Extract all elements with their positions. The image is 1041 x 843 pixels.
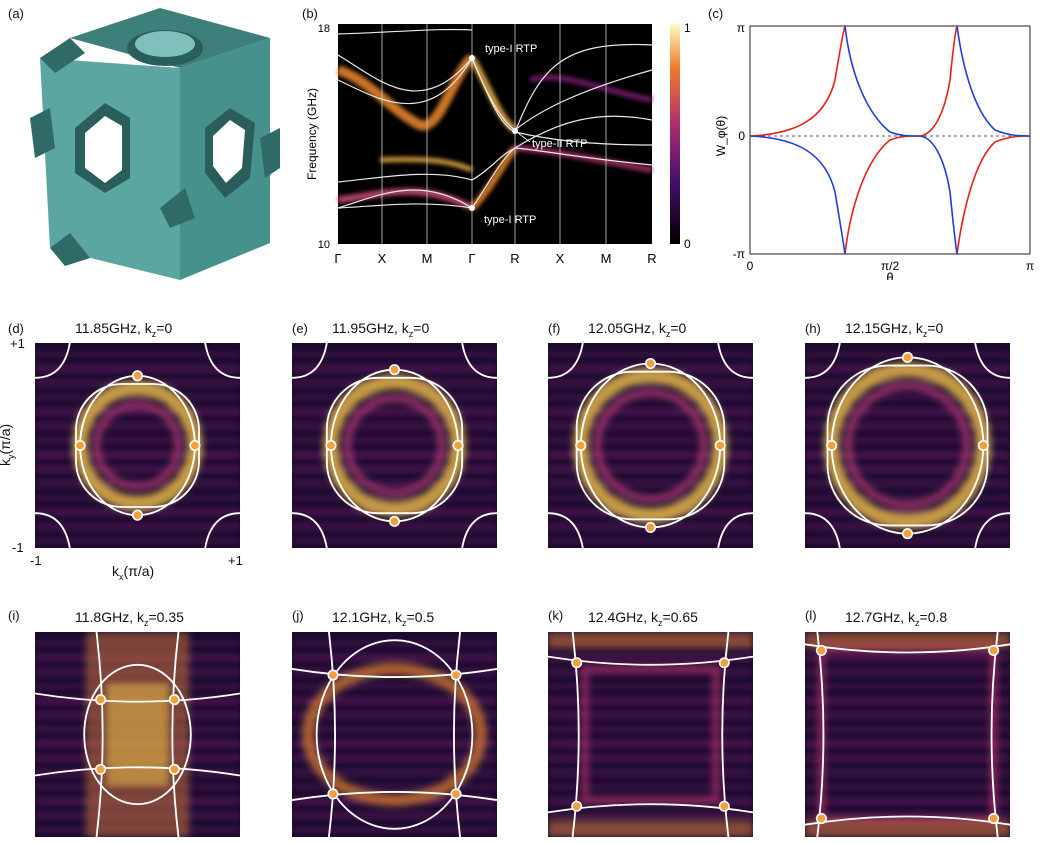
- map-title: 11.95GHz, kz=0: [332, 320, 430, 339]
- map-axis-minus-left: -1: [12, 540, 24, 555]
- panel-b-label: (b): [302, 6, 318, 21]
- annotation-type1-bottom: type-I RTP: [484, 214, 536, 226]
- map-panel-label: (e): [292, 321, 308, 336]
- panel-a-label: (a): [8, 6, 24, 21]
- kx-axis-label: kx(π/a): [112, 563, 155, 582]
- map-panel-label: (k): [548, 608, 564, 623]
- map-axis-plus-right: +1: [228, 553, 243, 568]
- fermi-map: [805, 632, 1010, 837]
- band-structure-plot: type-I RTP type-II RTP type-I RTP 18 10 …: [305, 21, 691, 266]
- map-title: 11.8GHz, kz=0.35: [75, 609, 184, 628]
- wilson-loop-plot: π 0 -π 0 π/2 π θ W_φ(θ): [714, 21, 1034, 280]
- k-tick-6: M: [601, 251, 612, 266]
- map-axis-plus-top: +1: [10, 336, 25, 351]
- map-title: 12.05GHz, kz=0: [588, 320, 687, 339]
- fermi-map: [548, 632, 753, 837]
- fermi-map: [292, 632, 497, 837]
- ky-axis-label: ky(π/a): [0, 423, 16, 466]
- map-panel-label: (d): [8, 321, 24, 336]
- fermi-map: [805, 343, 1010, 548]
- map-title: 12.7GHz, kz=0.8: [845, 609, 948, 628]
- k-tick-3: Γ: [468, 251, 475, 266]
- colorbar-min: 0: [684, 237, 691, 251]
- theta-tick-pi: π: [1026, 259, 1034, 273]
- theta-tick-half: π/2: [881, 259, 900, 273]
- y-min-tick: 10: [318, 239, 330, 251]
- annotation-type1-top: type-I RTP: [485, 43, 537, 55]
- theta-tick-0: 0: [747, 259, 754, 273]
- theta-xlabel: θ: [886, 270, 893, 280]
- map-panel-label: (h): [805, 321, 821, 336]
- k-tick-5: X: [556, 251, 565, 266]
- k-tick-4: R: [510, 251, 519, 266]
- colorbar-max: 1: [684, 21, 691, 35]
- fermi-map: [35, 343, 240, 548]
- lattice-structure-illustration: [30, 8, 280, 280]
- map-panel-label: (j): [292, 608, 304, 623]
- colorbar: [670, 24, 680, 244]
- map-title: 11.85GHz, kz=0: [75, 320, 173, 339]
- map-title: 12.4GHz, kz=0.65: [588, 609, 698, 628]
- k-tick-2: M: [422, 251, 433, 266]
- band-ylabel: Frequency (GHz): [305, 88, 319, 180]
- annotation-type2: type-II RTP: [532, 138, 587, 150]
- w-tick-0: 0: [738, 129, 745, 143]
- k-tick-7: R: [647, 251, 656, 266]
- map-panel-label: (i): [8, 608, 20, 623]
- map-axis-minus-bottom: -1: [30, 553, 42, 568]
- wilson-ylabel: W_φ(θ): [714, 116, 728, 156]
- map-panel-label: (l): [805, 608, 817, 623]
- map-title: 12.1GHz, kz=0.5: [332, 609, 435, 628]
- w-tick-pi: π: [737, 21, 745, 35]
- k-tick-1: X: [378, 251, 387, 266]
- y-max-tick: 18: [318, 23, 330, 35]
- panel-c-label: (c): [708, 6, 724, 21]
- map-title: 12.15GHz, kz=0: [845, 320, 944, 339]
- fermi-map: [35, 632, 240, 837]
- map-panel-label: (f): [548, 321, 561, 336]
- fermi-map: [548, 343, 753, 548]
- fermi-map: [292, 343, 497, 548]
- w-tick-minus-pi: -π: [733, 247, 745, 261]
- k-tick-0: Γ: [334, 251, 341, 266]
